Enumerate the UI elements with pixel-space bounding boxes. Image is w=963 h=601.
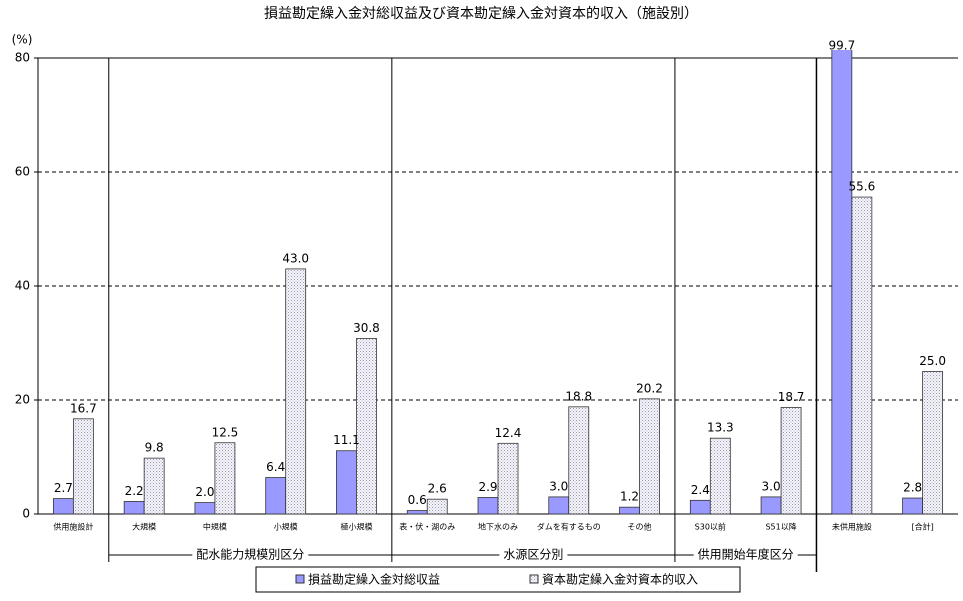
value-label: 43.0: [282, 251, 309, 265]
value-label: 20.2: [636, 381, 663, 395]
bar: [760, 496, 782, 515]
value-label: 13.3: [707, 421, 734, 435]
group-label-bg: [693, 547, 798, 563]
chart-title: 損益勘定繰入金対総収益及び資本勘定繰入金対資本的収入（施設別）: [264, 6, 698, 22]
x-tick-label: S51以降: [765, 522, 796, 532]
value-label: 30.8: [353, 321, 380, 335]
value-label: 2.8: [903, 481, 922, 495]
legend-label: 損益勘定繰入金対総収益: [308, 572, 440, 587]
x-tick-label: 小規模: [274, 522, 298, 532]
bar: [194, 502, 216, 515]
bar: [831, 50, 853, 515]
legend-box: [255, 566, 741, 593]
group-label: 配水能力規模別区分: [196, 547, 304, 562]
value-label: 2.2: [125, 484, 144, 498]
bar: [214, 442, 236, 515]
x-tick-label: S30以前: [695, 522, 726, 532]
bar: [902, 497, 924, 515]
value-label: 12.4: [495, 426, 522, 440]
x-tick-label: 極小規模: [340, 522, 372, 532]
bar: [548, 496, 570, 515]
bar: [689, 499, 711, 515]
group-label: 水源区分別: [503, 548, 563, 562]
bar: [639, 398, 660, 515]
bar: [619, 506, 640, 515]
x-tick-label: 中規模: [203, 522, 227, 532]
bar: [72, 418, 94, 515]
group-label-bg: [499, 547, 568, 563]
value-label: 6.4: [266, 460, 285, 474]
legend-swatch: [529, 574, 539, 584]
y-tick-label: 60: [15, 165, 30, 179]
value-label: 16.7: [70, 401, 97, 415]
y-tick-label: 40: [15, 279, 30, 293]
value-label: 2.9: [478, 480, 497, 494]
value-label: 3.0: [549, 479, 568, 493]
value-label: 0.6: [408, 493, 427, 507]
bar: [356, 338, 377, 515]
y-tick-label: 80: [15, 51, 30, 65]
value-label: 2.4: [691, 483, 710, 497]
plot-area: [52, 50, 944, 515]
y-tick-label: 20: [15, 393, 30, 407]
bar: [922, 371, 944, 515]
bar: [426, 498, 448, 515]
value-label: 99.7: [828, 39, 855, 53]
bar: [336, 450, 357, 515]
x-tick-label: 表・伏・湖のみ: [399, 522, 455, 532]
value-label: 2.7: [54, 481, 73, 495]
value-label: 11.1: [333, 433, 360, 447]
x-tick-label: 供用施設計: [53, 522, 93, 532]
bar: [285, 268, 307, 515]
bar: [477, 497, 499, 515]
group-label: 供用開始年度区分: [698, 547, 794, 562]
value-label: 18.8: [565, 389, 592, 403]
x-tick-label: 地下水のみ: [478, 522, 518, 532]
bar: [709, 437, 731, 515]
value-label: 2.0: [195, 485, 214, 499]
bar: [780, 407, 802, 515]
value-label: 9.8: [145, 441, 164, 455]
value-label: 55.6: [848, 180, 875, 194]
bar: [123, 501, 145, 515]
bar: [52, 498, 74, 515]
value-label: 3.0: [762, 479, 781, 493]
group-label-bg: [192, 547, 309, 563]
value-label: 18.7: [778, 390, 805, 404]
x-tick-label: その他: [628, 522, 652, 532]
x-tick-label: 大規模: [132, 522, 156, 532]
legend-swatch: [295, 574, 305, 584]
bar: [568, 406, 590, 515]
x-tick-label: ダムを有するもの: [537, 522, 601, 532]
y-axis-label: (%): [12, 33, 33, 47]
value-label: 1.2: [620, 490, 639, 504]
value-label: 25.0: [919, 354, 946, 368]
bar: [143, 457, 165, 515]
x-tick-label: 未供用施設: [832, 522, 872, 532]
bar: [406, 510, 428, 515]
bar: [497, 442, 519, 515]
legend-label: 資本勘定繰入金対資本的収入: [542, 572, 698, 587]
bar: [851, 196, 873, 515]
bar: [265, 477, 287, 515]
value-label: 2.6: [428, 482, 447, 496]
value-label: 12.5: [212, 425, 239, 439]
x-tick-label: [合計]: [911, 522, 933, 532]
y-tick-label: 0: [22, 507, 30, 521]
